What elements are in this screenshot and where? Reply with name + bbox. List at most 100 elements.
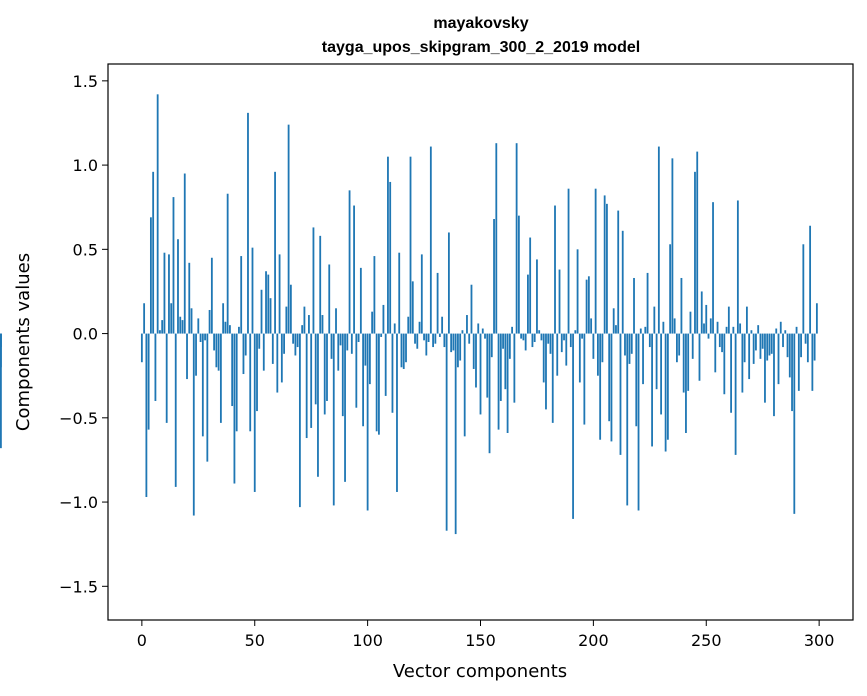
bar	[414, 333, 416, 344]
bar	[495, 143, 498, 334]
bar	[301, 325, 304, 334]
bar	[565, 333, 568, 366]
bar	[502, 333, 504, 349]
bar	[350, 333, 353, 354]
bar	[454, 333, 457, 535]
bar	[599, 333, 602, 440]
bar	[642, 333, 644, 385]
bar	[183, 173, 186, 334]
bar	[231, 333, 234, 407]
bar	[734, 333, 737, 455]
bar	[190, 308, 193, 334]
bar	[585, 279, 588, 334]
bar	[378, 333, 380, 435]
bar	[287, 124, 290, 334]
bar	[750, 330, 753, 334]
bar	[583, 333, 586, 425]
chart-subtitle: tayga_upos_skipgram_300_2_2019 model	[322, 39, 640, 56]
bar	[549, 333, 552, 354]
bar	[210, 257, 213, 334]
bar	[314, 333, 317, 405]
bar	[626, 333, 629, 506]
bar	[779, 321, 782, 334]
bar	[330, 333, 333, 359]
x-tick-label: 200	[578, 631, 609, 650]
bar	[445, 333, 448, 531]
bar	[601, 333, 604, 363]
x-tick-label: 250	[691, 631, 722, 650]
bar	[714, 333, 717, 373]
bar	[542, 333, 545, 383]
bar	[436, 272, 439, 334]
bar	[321, 315, 324, 334]
bar	[323, 333, 326, 415]
bar	[506, 333, 509, 433]
bar	[800, 333, 802, 358]
bar	[269, 298, 272, 334]
bar	[407, 316, 410, 334]
bar	[201, 333, 204, 437]
bar	[222, 303, 225, 334]
bar	[154, 333, 157, 401]
y-tick-label: 0.0	[73, 325, 98, 344]
bar	[341, 333, 344, 417]
bar	[168, 254, 170, 334]
bar	[520, 333, 523, 339]
bar	[348, 190, 351, 334]
bar	[438, 333, 441, 337]
bar	[488, 333, 491, 454]
bar	[402, 333, 405, 369]
bar	[253, 333, 256, 492]
bar	[538, 330, 541, 334]
y-tick-label: −0.5	[59, 409, 98, 428]
bar	[181, 320, 184, 334]
bar	[242, 333, 245, 375]
bar	[355, 333, 358, 408]
y-tick-label: 1.5	[73, 72, 98, 91]
bar	[278, 254, 281, 334]
bar	[256, 333, 258, 412]
bar	[782, 333, 784, 348]
y-tick-label: −1.5	[59, 577, 98, 596]
bar	[265, 271, 267, 334]
bar	[217, 333, 220, 371]
bar	[396, 333, 398, 492]
bar	[764, 333, 766, 403]
bar	[554, 205, 556, 334]
bar	[775, 328, 778, 334]
bar	[533, 333, 536, 342]
bar	[745, 306, 748, 334]
bar	[791, 333, 793, 412]
bar	[809, 225, 812, 334]
y-axis-label: Components values	[13, 253, 34, 431]
y-tick-label: 1.0	[73, 156, 98, 175]
bar	[721, 333, 723, 353]
bar	[161, 320, 164, 334]
bar	[371, 311, 374, 334]
bar	[373, 256, 376, 334]
bar	[152, 171, 155, 334]
bar	[337, 333, 340, 371]
bar	[497, 333, 500, 430]
bar	[418, 321, 421, 334]
bar	[755, 333, 757, 351]
bar	[664, 333, 667, 452]
bar	[795, 326, 798, 334]
bar	[457, 333, 459, 368]
bar	[703, 323, 705, 334]
bar	[572, 333, 574, 519]
bar	[452, 333, 455, 351]
bar	[777, 333, 780, 385]
bar	[326, 333, 328, 401]
bar	[768, 333, 771, 356]
bar	[405, 333, 407, 363]
bar	[170, 303, 173, 334]
bar	[694, 171, 696, 334]
bar	[197, 318, 200, 334]
bar	[305, 333, 308, 439]
bar	[393, 323, 396, 334]
bar	[788, 333, 791, 378]
bar	[741, 333, 744, 393]
bar	[739, 323, 742, 334]
